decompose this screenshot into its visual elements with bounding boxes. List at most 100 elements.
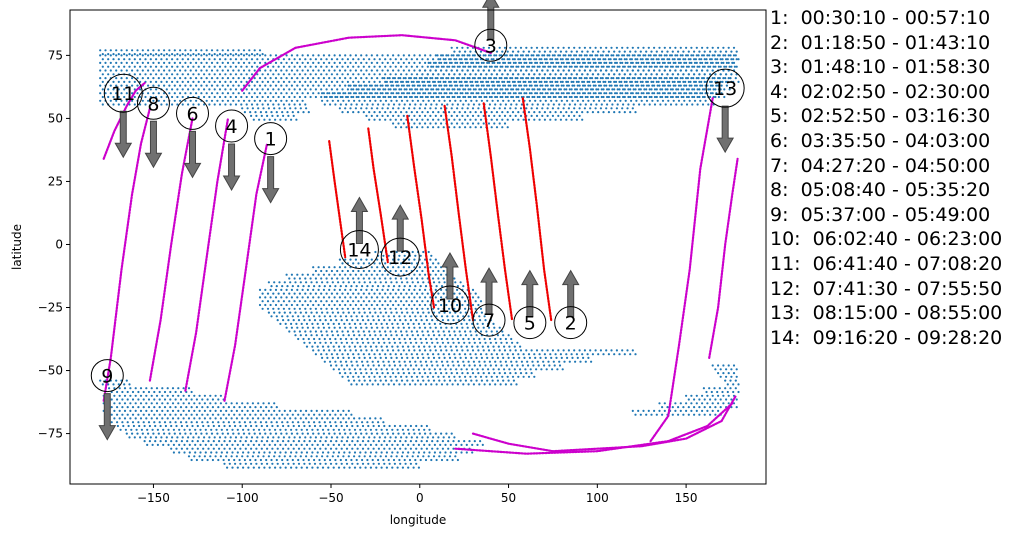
x-tick-label: −50 <box>318 491 343 505</box>
x-tick-label: 150 <box>675 491 698 505</box>
legend-entry: 8: 05:08:40 - 05:35:20 <box>770 179 991 202</box>
label-circle <box>472 303 506 337</box>
x-axis-title: longitude <box>390 513 447 527</box>
track-pink-5 <box>223 142 269 402</box>
y-axis-title: latitude <box>10 224 24 270</box>
legend-entry: 4: 02:02:50 - 02:30:00 <box>770 80 991 103</box>
y-tick-label: 50 <box>48 111 63 125</box>
track-pink-3 <box>148 117 194 382</box>
land-region-3 <box>258 250 637 386</box>
pass-label-4: 4 <box>215 109 249 191</box>
pass-label-14: 14 <box>339 196 379 270</box>
pass-number: 6 <box>186 103 198 125</box>
pass-label-5: 5 <box>513 269 547 340</box>
label-circle <box>136 86 170 120</box>
y-tick-label: −25 <box>38 301 63 315</box>
legend-entry: 5: 02:52:50 - 03:16:30 <box>770 105 991 128</box>
track-red-11 <box>482 102 514 322</box>
x-tick-label: −150 <box>137 491 170 505</box>
y-tick-label: 25 <box>48 174 63 188</box>
pass-number: 9 <box>101 366 113 388</box>
y-tick-label: 75 <box>48 48 63 62</box>
legend-entry: 3: 01:48:10 - 01:58:30 <box>770 56 991 79</box>
track-red-12 <box>521 97 553 322</box>
label-circle <box>215 109 249 143</box>
label-circle <box>176 96 210 130</box>
legend-entry: 13: 08:15:00 - 08:55:00 <box>770 302 1003 325</box>
x-tick-label: −100 <box>226 491 259 505</box>
pass-number: 1 <box>265 129 277 151</box>
pass-label-9: 9 <box>90 359 124 441</box>
track-pink-1 <box>102 82 146 160</box>
label-circle <box>554 306 588 340</box>
direction-arrow-icon <box>716 105 735 154</box>
y-tick: −25 <box>38 301 70 315</box>
y-tick: 0 <box>55 237 70 251</box>
pass-number: 7 <box>483 310 495 332</box>
pass-label-2: 2 <box>554 269 588 340</box>
x-axis: −150 −100 −50 0 50 100 150 <box>137 484 698 505</box>
y-tick: 50 <box>48 111 70 125</box>
direction-arrow-icon <box>144 120 163 169</box>
track-red-9 <box>406 114 436 309</box>
direction-arrow-icon <box>561 269 580 318</box>
track-pink-4 <box>184 117 230 392</box>
track-pink-2 <box>102 107 151 402</box>
pass-label-6: 6 <box>176 96 210 179</box>
track-pink-13 <box>708 157 739 359</box>
pass-number: 4 <box>226 116 238 138</box>
label-circle <box>254 122 288 156</box>
land-dots <box>99 46 740 469</box>
x-tick: −50 <box>318 484 344 505</box>
y-tick-label: 0 <box>55 237 63 251</box>
direction-arrow-icon <box>183 130 202 179</box>
x-tick-label: 0 <box>416 491 424 505</box>
pass-label-1: 1 <box>254 122 288 204</box>
direction-arrow-icon <box>441 251 459 300</box>
y-axis: −75 −50 −25 0 25 50 75 <box>38 48 70 441</box>
pass-label-8: 8 <box>136 86 170 169</box>
direction-arrow-icon <box>114 110 133 159</box>
land-region-2 <box>321 46 740 129</box>
pass-label-12: 12 <box>380 204 420 277</box>
direction-arrow-icon <box>98 393 117 441</box>
y-tick-label: −75 <box>38 427 63 441</box>
y-tick: −75 <box>38 427 70 441</box>
pass-label-3: 3 <box>474 0 508 62</box>
label-circle <box>339 230 379 270</box>
satellite-tracks <box>102 34 739 455</box>
track-pink-6 <box>241 34 492 92</box>
land-region-4 <box>99 379 484 469</box>
pass-number: 5 <box>524 313 536 335</box>
legend-entry: 10: 06:02:40 - 06:23:00 <box>770 228 1003 251</box>
track-red-10 <box>443 104 475 322</box>
pass-label-7: 7 <box>472 267 506 337</box>
pass-label-11: 11 <box>103 73 143 159</box>
label-circle <box>90 359 124 393</box>
x-tick-label: 50 <box>501 491 516 505</box>
x-tick: 50 <box>501 484 516 505</box>
track-red-8 <box>367 127 389 264</box>
pass-time-legend: 1: 00:30:10 - 00:57:10 2: 01:18:50 - 01:4… <box>770 6 1002 350</box>
label-circle <box>705 68 745 108</box>
pass-number: 12 <box>388 247 412 269</box>
y-tick: −50 <box>38 364 70 378</box>
land-region-5 <box>631 364 740 416</box>
label-circle <box>513 306 547 340</box>
label-circle <box>474 28 508 62</box>
pass-number: 3 <box>485 35 497 57</box>
legend-entry: 2: 01:18:50 - 01:43:10 <box>770 31 991 54</box>
y-tick: 75 <box>48 48 70 62</box>
legend-entry: 12: 07:41:30 - 07:55:50 <box>770 277 1003 300</box>
x-tick-label: 100 <box>586 491 609 505</box>
pass-number: 13 <box>713 78 737 100</box>
x-tick: 150 <box>675 484 698 505</box>
label-circle <box>380 237 420 277</box>
direction-arrow-icon <box>261 156 280 204</box>
label-circle <box>103 73 143 113</box>
x-tick: −150 <box>137 484 170 505</box>
label-circle <box>430 285 470 325</box>
y-tick-label: −50 <box>38 364 63 378</box>
